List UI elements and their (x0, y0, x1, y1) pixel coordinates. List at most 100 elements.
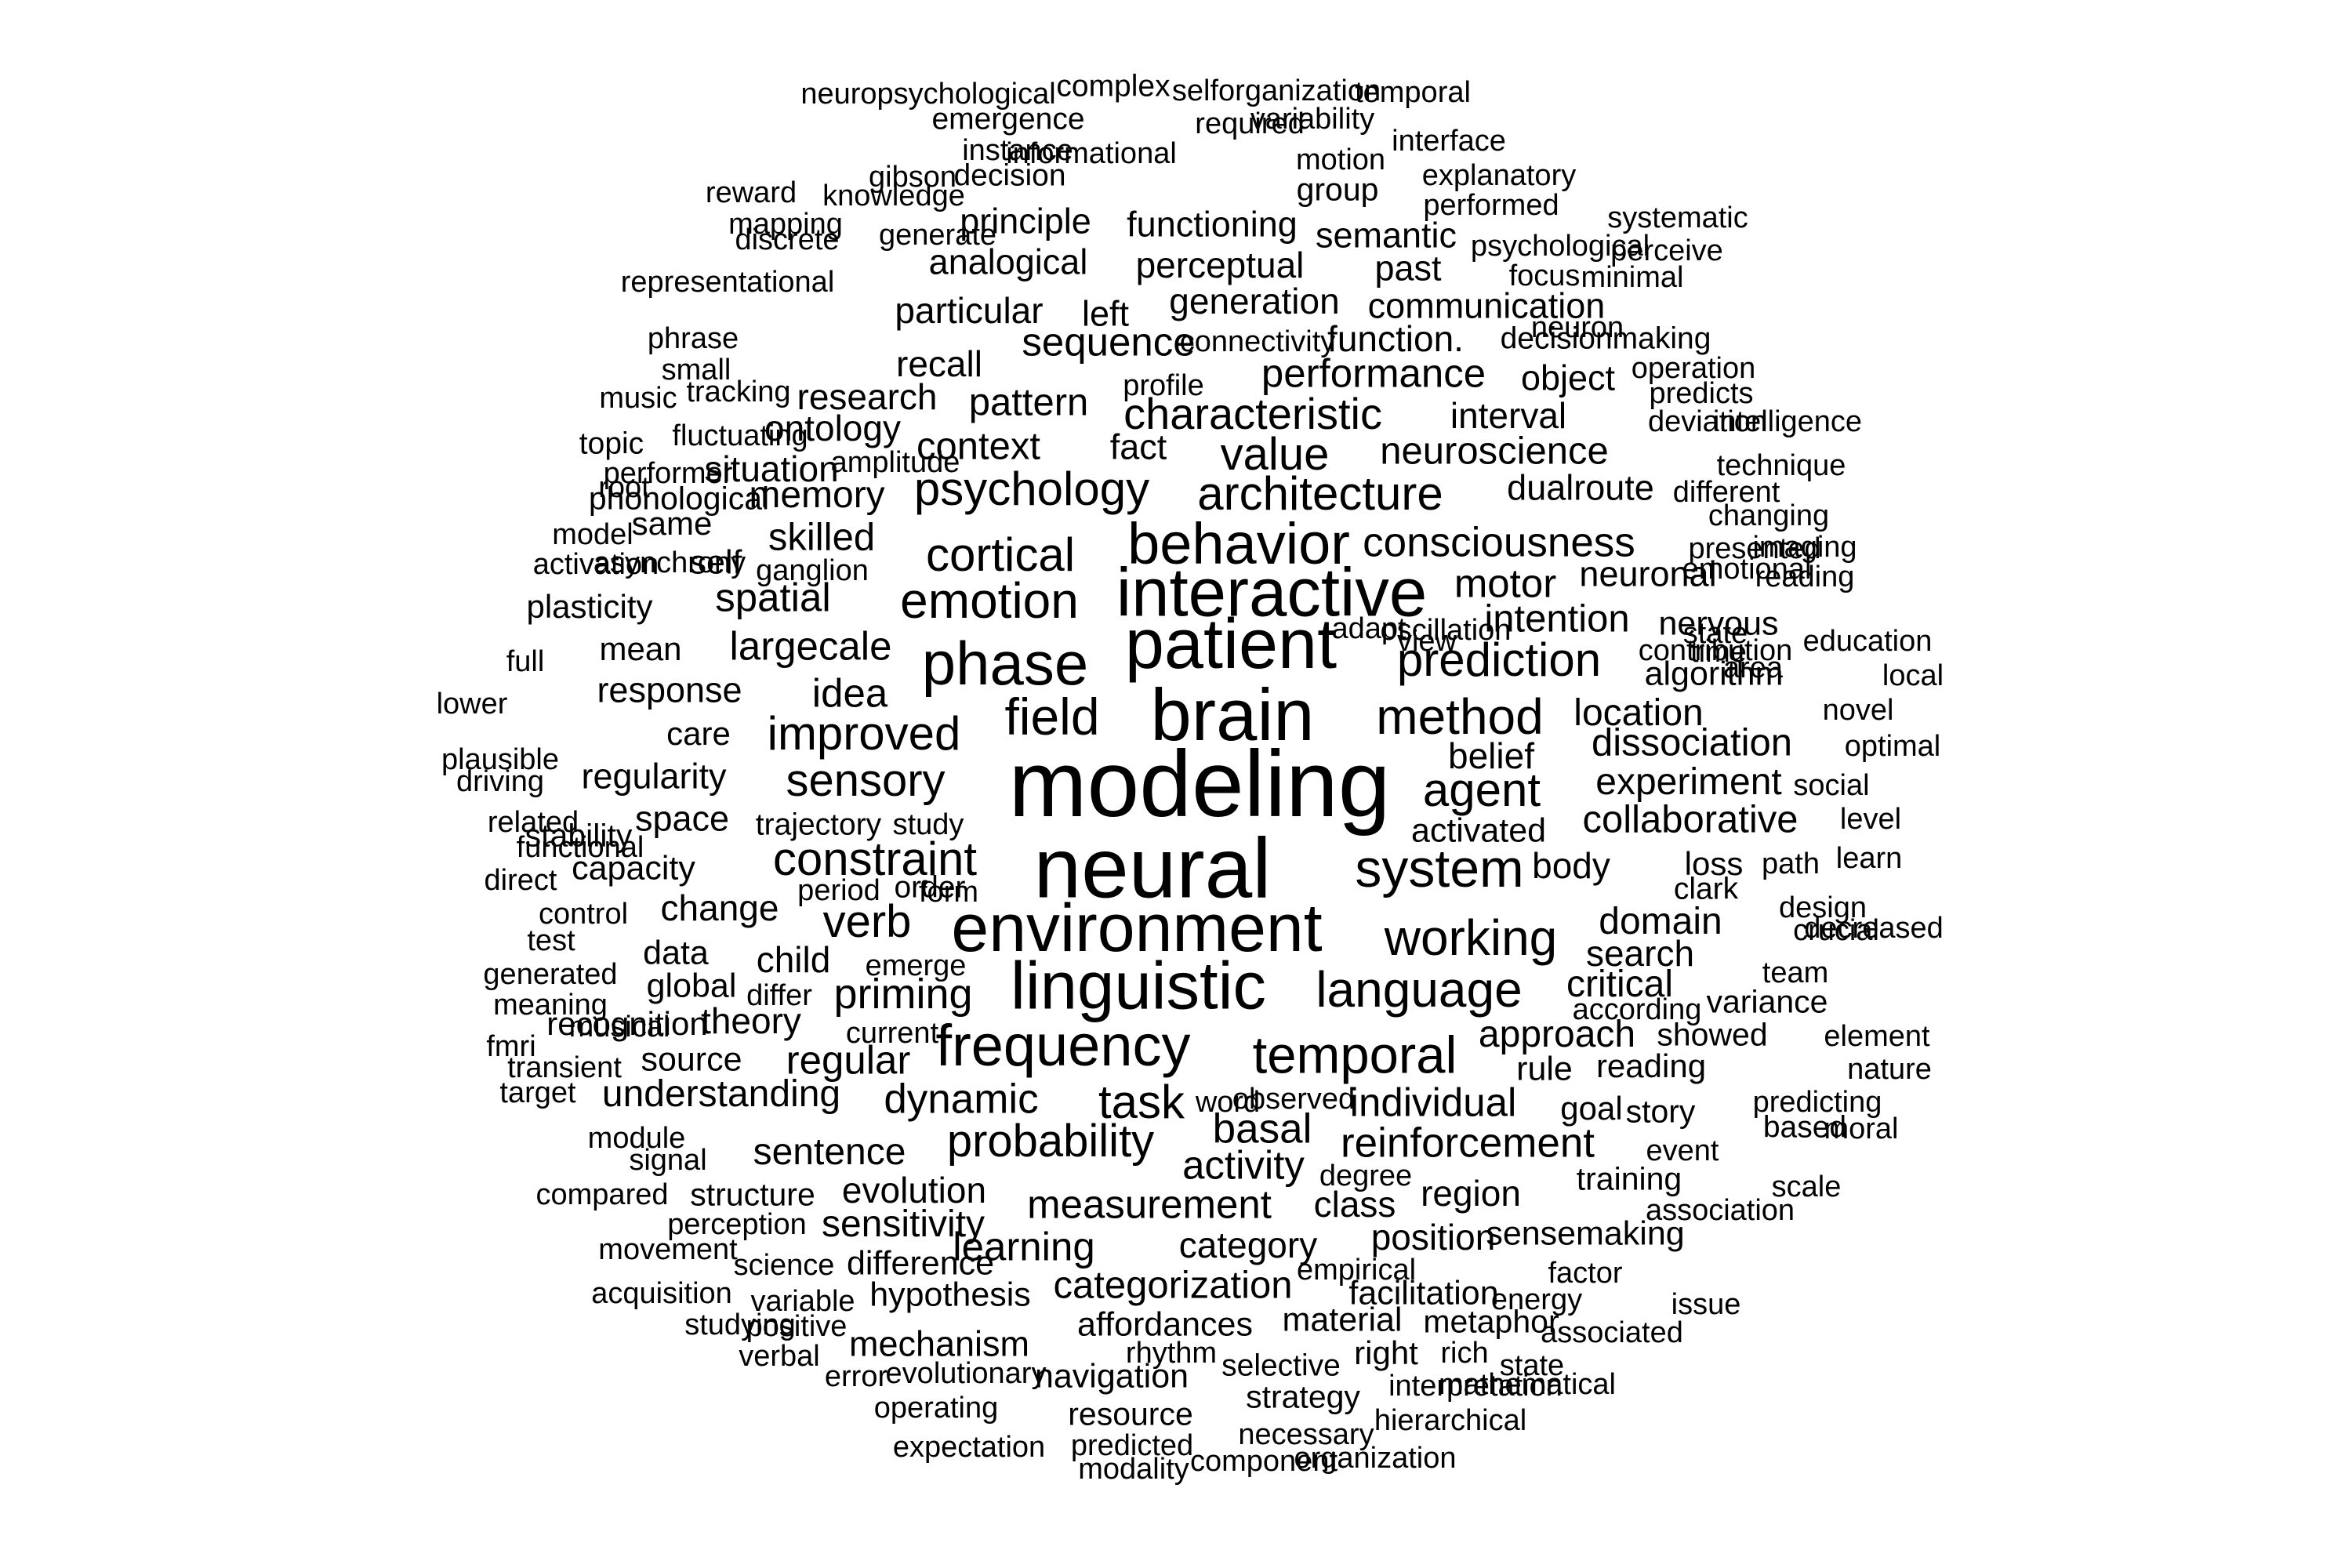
word: instance (962, 134, 1073, 167)
word: deviation (1647, 405, 1768, 438)
word: idea (811, 670, 888, 716)
word: expectation (892, 1431, 1046, 1464)
word: topic (579, 426, 644, 461)
word: verb (822, 896, 912, 947)
word: particular (895, 290, 1044, 331)
word: modeling (1008, 731, 1391, 837)
word: loss (1684, 845, 1744, 882)
word: dualroute (1507, 467, 1654, 508)
word: activity (1182, 1142, 1305, 1188)
word: characteristic (1123, 389, 1382, 438)
word: ganglion (756, 554, 869, 587)
word: form (919, 876, 978, 909)
word: category (1178, 1225, 1318, 1265)
word: skilled (768, 516, 876, 559)
word: location (1573, 692, 1704, 734)
word: intelligence (1712, 405, 1863, 438)
word: architecture (1197, 467, 1443, 520)
word: mathematical (1439, 1368, 1616, 1401)
word: emotional (1682, 553, 1812, 586)
word: temporal (1252, 1025, 1457, 1085)
word: sensitivity (821, 1203, 985, 1245)
word: phrase (647, 322, 739, 355)
word: dynamic (884, 1076, 1039, 1123)
word: recognition (546, 1005, 708, 1042)
word: different (1672, 476, 1780, 509)
word: motion (1295, 143, 1386, 176)
word: presented (1688, 532, 1821, 565)
word: frequency (935, 1013, 1191, 1078)
word: regular (786, 1037, 911, 1083)
word: self (689, 543, 742, 582)
word: probability (946, 1116, 1155, 1167)
word: recall (896, 343, 982, 384)
word: rich (1440, 1337, 1489, 1370)
word: minimal (1581, 261, 1684, 294)
word: understanding (601, 1073, 841, 1115)
word: facilitation (1348, 1274, 1499, 1312)
word: child (756, 939, 831, 980)
word: compared (535, 1178, 669, 1211)
word: plausible (441, 743, 559, 776)
word: small (661, 354, 731, 387)
word: belief (1448, 735, 1534, 776)
word: research (797, 376, 938, 417)
word: phonological (588, 480, 770, 517)
word: emerge (865, 949, 967, 982)
word: language (1316, 961, 1523, 1018)
word: movement (598, 1233, 738, 1266)
word: acquisition (591, 1277, 732, 1310)
word: representational (620, 266, 835, 299)
word: meaning (493, 989, 608, 1022)
word: psychology (913, 463, 1150, 515)
word: period (797, 874, 880, 907)
word: scale (1771, 1171, 1842, 1203)
word: past (1374, 248, 1442, 289)
word: positive (746, 1310, 848, 1343)
word: verbal (739, 1340, 820, 1373)
word: sequence (1022, 319, 1196, 365)
word: phase (921, 629, 1089, 698)
word: issue (1671, 1288, 1741, 1321)
word: related (487, 806, 579, 839)
word: neuropsychological (800, 78, 1056, 111)
word: study (892, 808, 964, 841)
word: module (587, 1122, 686, 1155)
word: imaging (1752, 531, 1857, 564)
word: tracking (686, 376, 791, 408)
word: operation (1631, 352, 1756, 385)
word: functional (516, 831, 644, 864)
word: systematic (1607, 201, 1748, 234)
word: group (1296, 171, 1379, 208)
word: brain (1150, 673, 1315, 756)
word: asynchrony (593, 546, 746, 579)
word: view (1396, 625, 1457, 658)
word: moral (1824, 1112, 1899, 1145)
word: evolution (841, 1170, 987, 1210)
word: measurement (1027, 1181, 1272, 1227)
word: body (1532, 845, 1610, 886)
word: association (1645, 1194, 1795, 1227)
word: stability (524, 817, 633, 854)
word: target (499, 1076, 576, 1109)
word: associated (1541, 1316, 1683, 1349)
word: theory (701, 1000, 801, 1041)
word: fluctuating (672, 419, 808, 452)
word: connectivity (1179, 325, 1336, 358)
word: organization (1294, 1442, 1457, 1475)
word: individual (1349, 1080, 1517, 1125)
word: perception (667, 1208, 807, 1241)
word: learning (953, 1224, 1095, 1269)
word: showed (1657, 1016, 1768, 1053)
word: selforganization (1171, 74, 1381, 107)
word: analogical (928, 241, 1088, 282)
word: source (641, 1040, 742, 1079)
word: performer (603, 457, 733, 490)
word: predicting (1752, 1086, 1882, 1119)
word: generation (1169, 281, 1340, 321)
word: class (1313, 1184, 1396, 1225)
word: prediction (1396, 633, 1602, 686)
word: goal (1560, 1090, 1623, 1127)
word: mapping (728, 208, 843, 241)
